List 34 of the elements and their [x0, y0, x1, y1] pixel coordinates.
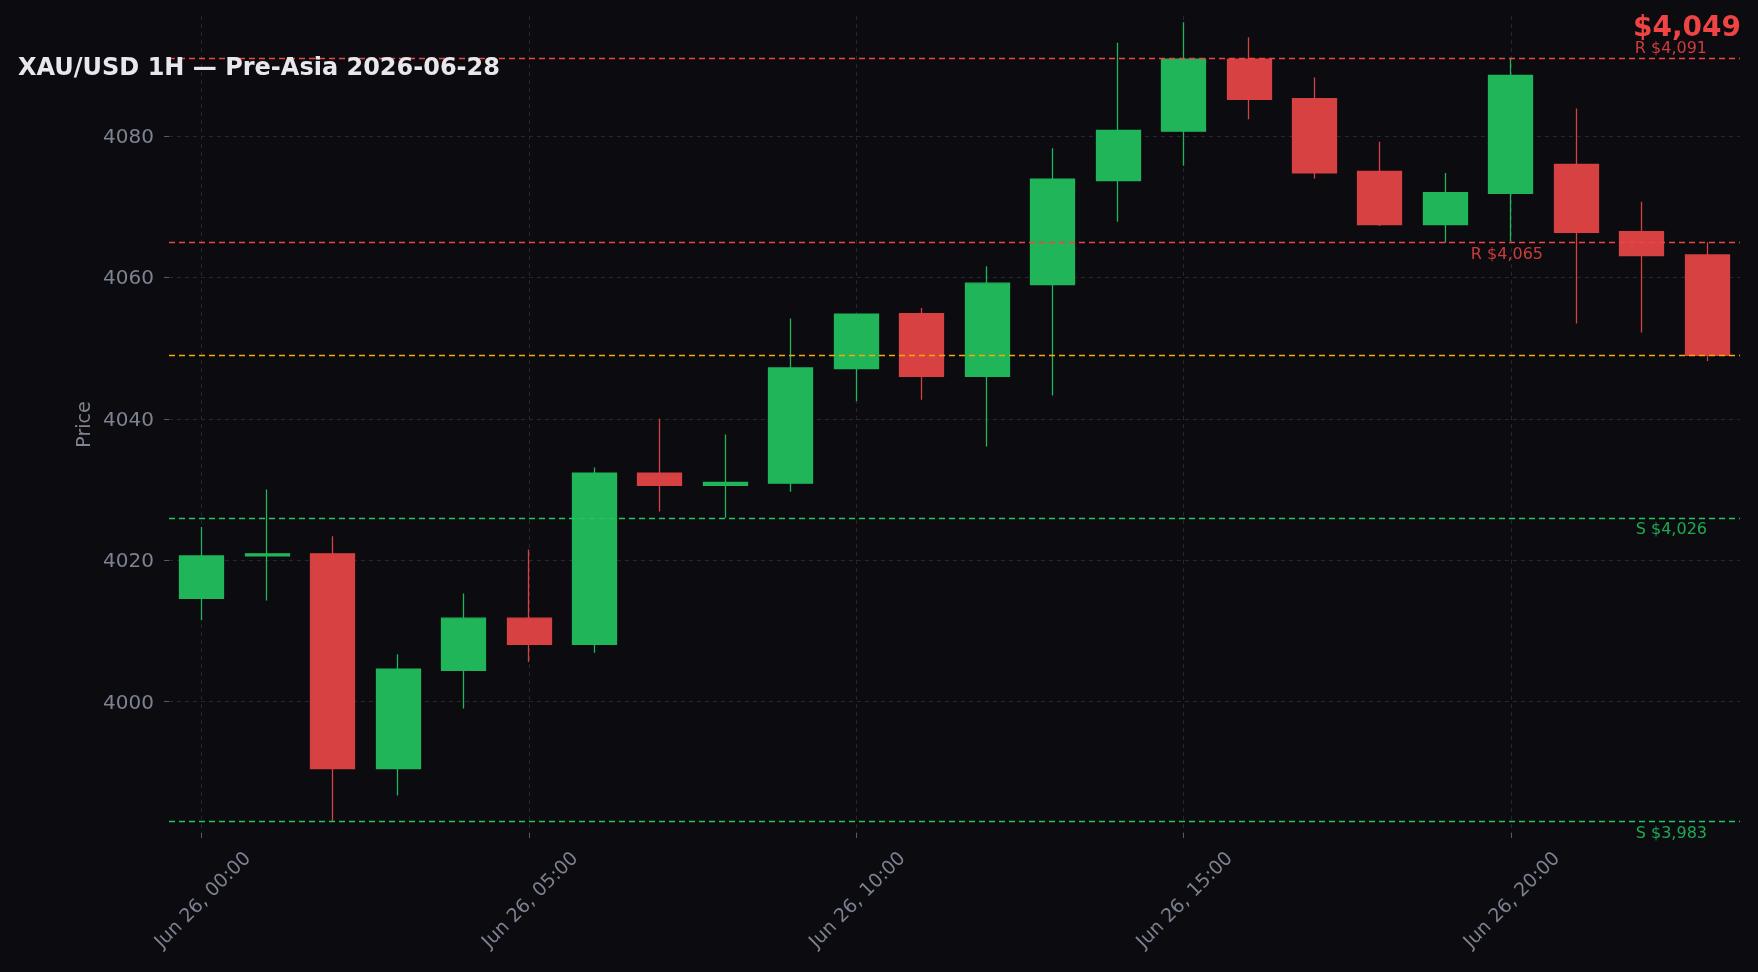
candlestick [833, 312, 880, 402]
candlestick [1487, 57, 1534, 243]
candlestick [1029, 147, 1076, 397]
candlestick [375, 653, 422, 797]
y-tick-label: 4040 [103, 406, 154, 431]
ref-line-label: R $4,065 [1470, 243, 1543, 263]
candlestick [1553, 107, 1600, 325]
candlestick [767, 317, 814, 493]
candlestick [1356, 141, 1403, 227]
candlestick [702, 433, 749, 519]
candlestick [1618, 201, 1665, 334]
candlestick [1160, 21, 1207, 167]
candlestick [1226, 36, 1273, 120]
candlestick [178, 526, 225, 621]
candlestick [1422, 172, 1469, 244]
ref-line-label: S $4,026 [1635, 519, 1707, 539]
text: XAU/USD 1H — Pre-Asia 2026-06-28 [18, 53, 500, 81]
candlestick [1095, 42, 1142, 223]
candlestick [440, 592, 487, 710]
candlestick [571, 466, 618, 654]
y-tick-label: 4000 [103, 689, 154, 714]
candlestick [244, 488, 291, 602]
candlestick [964, 265, 1011, 448]
candlestick [1684, 241, 1731, 362]
ref-line-label: S $3,983 [1635, 823, 1707, 843]
y-tick-label: 4020 [103, 548, 154, 573]
y-axis-title: Price [71, 401, 94, 448]
candlestick [309, 535, 356, 823]
candlestick [1291, 76, 1338, 180]
y-tick-label: 4060 [103, 265, 154, 290]
candlestick [506, 548, 553, 663]
candlestick [636, 418, 683, 513]
candlestick [898, 307, 945, 401]
y-tick-label: 4080 [103, 124, 154, 149]
